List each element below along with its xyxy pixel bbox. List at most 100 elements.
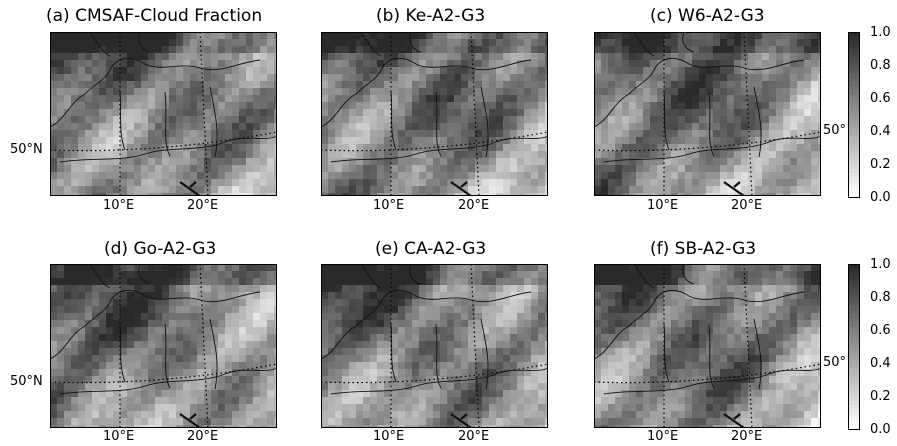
cloud-cell (433, 151, 440, 158)
cloud-cell (127, 193, 134, 196)
cloud-cell (246, 123, 253, 130)
cloud-cell (148, 60, 155, 67)
cloud-cell (113, 425, 120, 428)
cloud-cell (818, 327, 821, 334)
cloud-cell (545, 137, 548, 144)
cloud-cell (468, 53, 475, 60)
cloud-cell (106, 348, 113, 355)
cloud-cell (482, 292, 489, 299)
cloud-cell (391, 46, 398, 53)
cloud-cell (489, 32, 496, 39)
cloud-cell (204, 109, 211, 116)
cloud-cell (64, 46, 71, 53)
cloud-cell (267, 46, 274, 53)
colorbar-segment (848, 152, 860, 157)
cloud-cell (78, 278, 85, 285)
cloud-cell (517, 109, 524, 116)
cloud-cell (657, 348, 664, 355)
cloud-cell (239, 151, 246, 158)
cloud-cell (510, 179, 517, 186)
cloud-cell (239, 299, 246, 306)
cloud-cell (510, 123, 517, 130)
cloud-cell (239, 397, 246, 404)
cloud-cell (622, 102, 629, 109)
cloud-cell (363, 53, 370, 60)
cloud-cell (468, 418, 475, 425)
cloud-cell (321, 109, 328, 116)
cloud-cell (85, 362, 92, 369)
cloud-cell (727, 341, 734, 348)
cloud-cell (601, 53, 608, 60)
cloud-cell (148, 137, 155, 144)
cloud-cell (692, 355, 699, 362)
cloud-cell (790, 95, 797, 102)
cloud-cell (113, 285, 120, 292)
cloud-cell (776, 320, 783, 327)
cloud-cell (489, 264, 496, 271)
cloud-cell (377, 74, 384, 81)
cloud-cell (489, 306, 496, 313)
meridian-20e (743, 32, 753, 196)
cloud-cell (601, 74, 608, 81)
cloud-cell (594, 53, 601, 60)
cloud-cell (370, 193, 377, 196)
cloud-cell (517, 383, 524, 390)
cloud-cell (440, 88, 447, 95)
cloud-cell (267, 67, 274, 74)
cloud-cell (727, 306, 734, 313)
cloud-cell (148, 32, 155, 39)
cloud-cell (148, 334, 155, 341)
cloud-cell (57, 67, 64, 74)
cloud-cell (370, 376, 377, 383)
cloud-cell (384, 137, 391, 144)
cloud-cell (608, 334, 615, 341)
cloud-cell (342, 334, 349, 341)
cloud-cell (169, 299, 176, 306)
cloud-cell (790, 327, 797, 334)
cloud-cell (148, 123, 155, 130)
cloud-cell (748, 74, 755, 81)
cloud-cell (405, 130, 412, 137)
cloud-cell (664, 376, 671, 383)
cloud-cell (92, 418, 99, 425)
cbar-bottom-tick-08: 0.8 (870, 290, 891, 305)
cloud-cell (440, 95, 447, 102)
cloud-cell (176, 88, 183, 95)
cloud-cell (113, 418, 120, 425)
cloud-cell (671, 327, 678, 334)
cloud-cell (183, 320, 190, 327)
cloud-cell (643, 95, 650, 102)
cloud-cell (734, 67, 741, 74)
colorbar-segment (848, 405, 860, 410)
cloud-cell (377, 313, 384, 320)
cloud-cell (204, 144, 211, 151)
cloud-cell (545, 362, 548, 369)
cloud-cell (538, 355, 545, 362)
cloud-cell (370, 151, 377, 158)
cloud-cell (384, 116, 391, 123)
cloud-cell (232, 151, 239, 158)
cloud-cell (664, 418, 671, 425)
cloud-cell (211, 60, 218, 67)
cloud-cell (321, 172, 328, 179)
cloud-cell (503, 334, 510, 341)
cloud-cell (246, 383, 253, 390)
cloud-cell (253, 144, 260, 151)
cloud-cell (755, 264, 762, 271)
cloud-cell (120, 109, 127, 116)
cloud-cell (106, 390, 113, 397)
cloud-cell (545, 271, 548, 278)
cloud-cell (148, 67, 155, 74)
cloud-cell (720, 285, 727, 292)
cloud-cell (433, 158, 440, 165)
cloud-cell (391, 109, 398, 116)
cloud-cell (232, 334, 239, 341)
cloud-cell (176, 137, 183, 144)
cloud-cell (776, 271, 783, 278)
cloud-cell (239, 362, 246, 369)
cloud-cell (510, 369, 517, 376)
cloud-cell (405, 186, 412, 193)
cloud-cell (482, 362, 489, 369)
cloud-cell (419, 39, 426, 46)
cloud-cell (99, 271, 106, 278)
